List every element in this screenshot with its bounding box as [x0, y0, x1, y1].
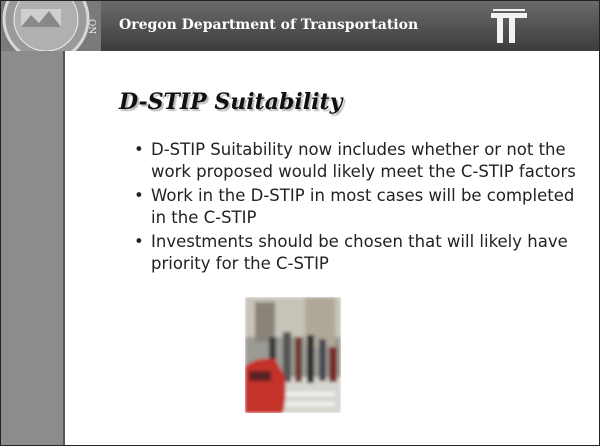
- odot-logo: [491, 9, 527, 43]
- svg-text:ON: ON: [86, 19, 96, 34]
- bullet: Investments should be chosen that will l…: [131, 231, 581, 275]
- sidebar: [1, 51, 65, 445]
- bullet: D-STIP Suitability now includes whether …: [131, 139, 581, 183]
- header-title: Oregon Department of Transportation: [119, 17, 419, 33]
- slide-title: D-STIP Suitability: [119, 89, 343, 115]
- state-seal: ON: [1, 1, 101, 51]
- header-bar: ON Oregon Department of Transportation: [1, 1, 599, 51]
- street-photo: [245, 297, 341, 413]
- bullet: Work in the D-STIP in most cases will be…: [131, 185, 581, 229]
- bullet-list: D-STIP Suitability now includes whether …: [131, 139, 581, 277]
